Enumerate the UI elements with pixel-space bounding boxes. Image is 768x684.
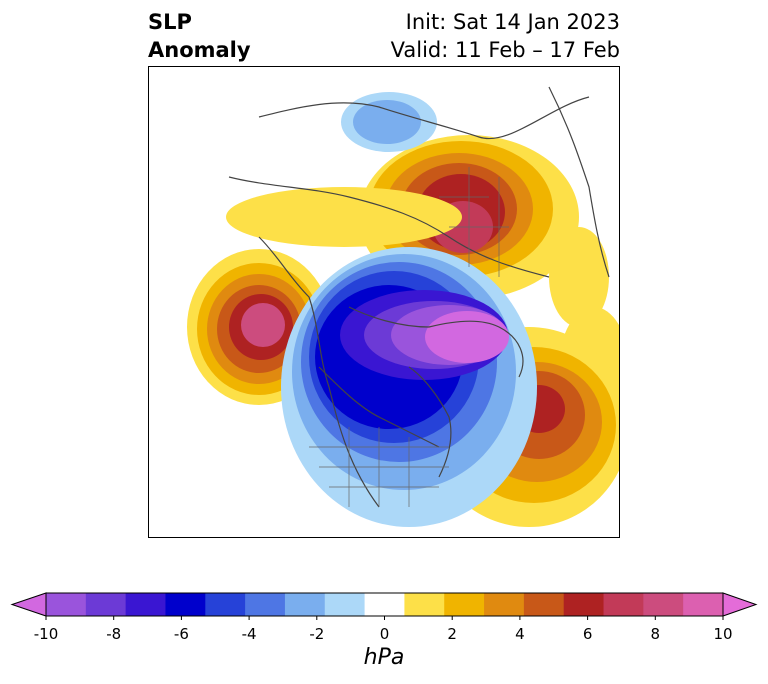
colorbar [10, 592, 758, 620]
colorbar-bin [484, 593, 525, 616]
init-date: Init: Sat 14 Jan 2023 [405, 10, 620, 34]
colorbar-bin [523, 593, 565, 616]
colorbar-tick-label: 6 [582, 625, 593, 643]
colorbar-bin [284, 593, 326, 616]
colorbar-tick-label: 10 [713, 625, 733, 643]
colorbar-bin [165, 593, 206, 616]
coastlines [228, 86, 610, 508]
colorbar-bin [404, 593, 445, 616]
colorbar-bin [364, 593, 405, 616]
anomaly-map [148, 66, 620, 538]
state-borders [309, 167, 509, 507]
title-type: Anomaly [148, 38, 251, 62]
low-anomaly-arctic-canada-greenland [281, 247, 537, 527]
colorbar-bin [603, 593, 644, 616]
colorbar-bin [245, 593, 286, 616]
colorbar-bin [46, 593, 87, 616]
valid-range: Valid: 11 Feb – 17 Feb [390, 38, 620, 62]
title-variable: SLP [148, 10, 192, 34]
colorbar-bin [85, 593, 127, 616]
colorbar-bin [205, 593, 246, 616]
low-anomaly-scandinavia [341, 92, 437, 152]
colorbar-tick-label: -6 [173, 625, 189, 643]
colorbar-tick-label: -8 [106, 625, 122, 643]
colorbar-tick-label: 8 [650, 625, 661, 643]
colorbar-frame [45, 592, 724, 617]
colorbar-tick-label: -10 [33, 625, 59, 643]
anomaly-map-svg [187, 86, 619, 527]
map-dates: Init: Sat 14 Jan 2023 Valid: 11 Feb – 17… [391, 8, 620, 64]
colorbar-tick-label: -2 [309, 625, 325, 643]
colorbar-bin [563, 593, 605, 616]
colorbar-bin [125, 593, 166, 616]
colorbar-tick-label: 0 [379, 625, 390, 643]
colorbar-bin [643, 593, 684, 616]
colorbar-tick-label: -4 [241, 625, 257, 643]
colorbar-bin [324, 593, 366, 616]
colorbar-unit: hPa [363, 645, 405, 670]
map-title: SLP Anomaly [148, 8, 251, 64]
colorbar-segments [10, 592, 758, 620]
colorbar-bin [444, 593, 485, 616]
colorbar-tick-label: 4 [515, 625, 525, 643]
colorbar-tick-label: 2 [447, 625, 457, 643]
colorbar-extend-max [722, 592, 758, 617]
colorbar-bin [683, 593, 724, 616]
colorbar-extend-min [10, 592, 47, 617]
